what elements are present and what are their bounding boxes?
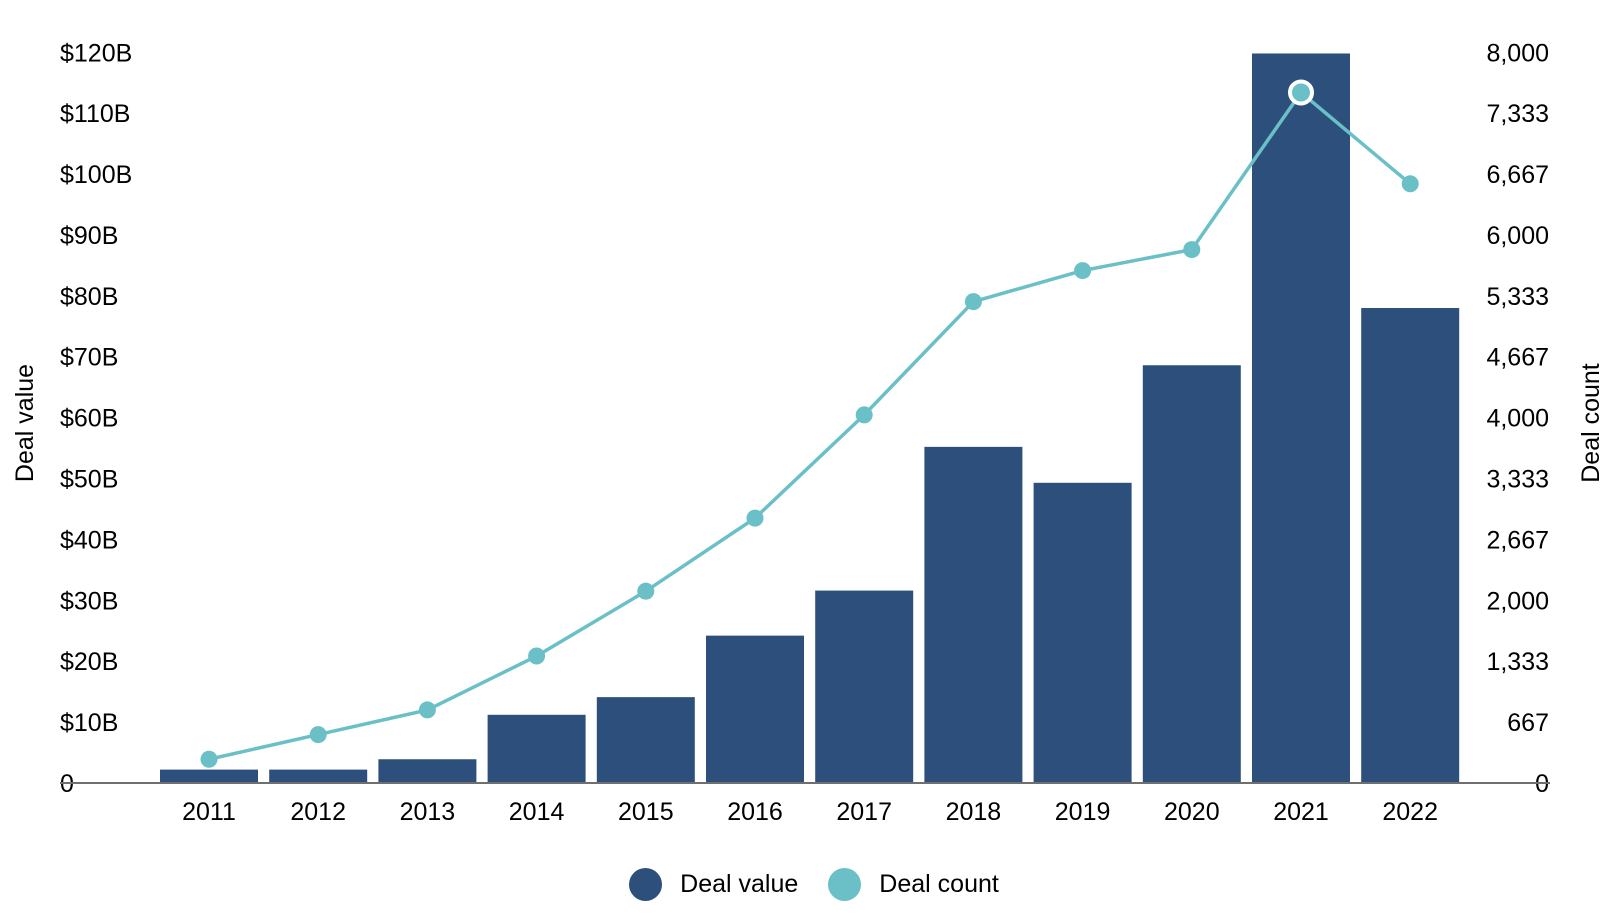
x-tick-label: 2018: [946, 798, 1002, 826]
legend-item-deal-count: Deal count: [828, 868, 999, 901]
line-deal-count: [208, 89, 1412, 761]
bar-deal-value: [924, 446, 1023, 783]
x-tick-label: 2022: [1382, 798, 1438, 826]
y-axis-title: Deal value: [11, 364, 39, 482]
bar-deal-value: [706, 635, 804, 783]
point-deal-count: [1074, 262, 1092, 280]
point-deal-count: [964, 293, 982, 311]
point-deal-count: [855, 406, 873, 424]
bar-deal-value: [1033, 482, 1132, 783]
chart-legend: Deal value Deal count: [0, 868, 1618, 901]
y2-tick-label: 1,333: [1486, 648, 1549, 676]
x-tick-label: 2014: [509, 798, 565, 826]
x-tick-label: 2013: [400, 798, 456, 826]
y-tick-label: $110B: [60, 100, 130, 128]
point-deal-count: [309, 726, 327, 744]
x-tick-label: 2016: [727, 798, 783, 826]
y2-tick-label: 6,000: [1486, 222, 1549, 250]
x-tick-label: 2021: [1273, 798, 1329, 826]
y2-tick-label: 7,333: [1486, 100, 1549, 128]
legend-swatch-deal-value: [629, 868, 663, 901]
bar-deal-value: [269, 769, 368, 783]
bar-deal-value: [378, 759, 477, 783]
y2-tick-label: 3,333: [1486, 466, 1549, 494]
y-tick-label: $30B: [60, 587, 118, 615]
bar-deal-value: [1142, 365, 1241, 783]
y-tick-label: $70B: [60, 344, 118, 372]
x-tick-label: 2011: [182, 798, 236, 826]
y2-tick-label: 2,667: [1486, 526, 1549, 554]
bar-deal-value: [160, 769, 258, 783]
point-deal-count: [637, 582, 655, 600]
y-tick-label: $50B: [60, 466, 118, 494]
point-deal-count: [1183, 241, 1201, 259]
y-tick-label: $100B: [60, 161, 132, 189]
bar-deal-value: [815, 590, 914, 783]
y-tick-label: $10B: [60, 709, 118, 737]
y-tick-label: $40B: [60, 526, 118, 554]
legend-label-deal-value: Deal value: [680, 870, 799, 898]
y2-tick-label: 4,000: [1486, 405, 1549, 433]
x-tick-label: 2020: [1164, 798, 1220, 826]
bar-deal-value: [487, 714, 586, 783]
point-deal-count: [200, 750, 218, 768]
x-tick-label: 2019: [1055, 798, 1111, 826]
y2-tick-label: 667: [1507, 709, 1549, 737]
y-tick-label: $120B: [60, 39, 132, 67]
y2-tick-label: 6,667: [1486, 161, 1549, 189]
y-tick-label: $60B: [60, 405, 118, 433]
x-tick-label: 2017: [836, 798, 892, 826]
point-deal-count: [746, 509, 764, 527]
y-tick-label: $90B: [60, 222, 118, 250]
legend-label-deal-count: Deal count: [879, 870, 999, 898]
bar-deal-value: [596, 697, 695, 783]
y-tick-label: $20B: [60, 648, 118, 676]
point-deal-count: [528, 647, 546, 665]
bar-deal-value: [1361, 308, 1460, 783]
y2-axis-title: Deal count: [1577, 363, 1605, 483]
bar-deal-value: [1252, 53, 1350, 783]
legend-item-deal-value: Deal value: [629, 868, 798, 901]
y-tick-label: $80B: [60, 283, 118, 311]
y2-tick-label: 4,667: [1486, 344, 1549, 372]
y2-tick-label: 2,000: [1486, 587, 1549, 615]
x-tick-label: 2012: [290, 798, 346, 826]
y2-tick-label: 8,000: [1486, 39, 1549, 67]
point-deal-count-highlight: [1288, 79, 1314, 106]
point-deal-count: [418, 701, 436, 719]
point-deal-count: [1401, 175, 1419, 193]
legend-swatch-deal-count: [828, 868, 862, 901]
y2-tick-label: 5,333: [1486, 283, 1549, 311]
x-tick-label: 2015: [618, 798, 674, 826]
